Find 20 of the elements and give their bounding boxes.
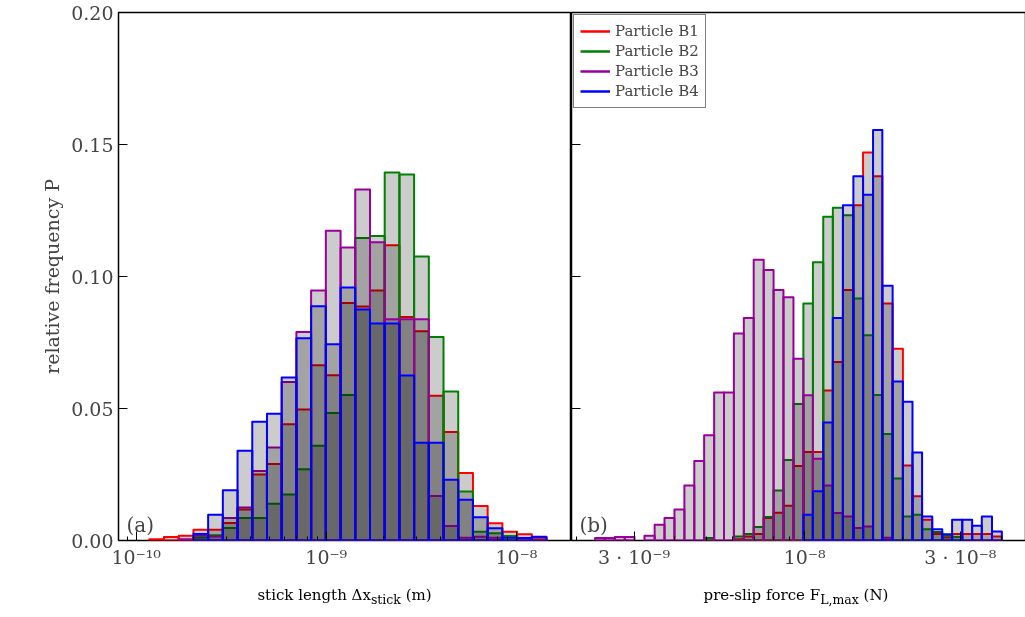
annotation: (b)	[579, 512, 608, 537]
x-axis-title: pre-slip force F$_{L,max}$ (N)	[703, 585, 889, 609]
x-tick-label: 10⁻⁸	[783, 545, 826, 568]
x-tick-label: 10⁻¹⁰	[111, 545, 162, 568]
x-axis-title: stick length Δx$_{stick}$ (m)	[257, 585, 432, 609]
y-tick-label: 0.15	[71, 133, 114, 156]
x-tick-label: 10⁻⁸	[495, 545, 538, 568]
y-tick-label: 0.20	[71, 1, 114, 24]
y-tick-label: 0.05	[71, 397, 114, 420]
x-tick-label: 3 · 10⁻⁸	[924, 545, 997, 568]
x-tick-label: 3 · 10⁻⁹	[598, 545, 671, 568]
y-tick-label: 0.00	[71, 529, 114, 552]
legend-label: Particle B4	[615, 82, 699, 100]
annotation: (a)	[126, 512, 155, 537]
x-tick-label: 10⁻⁹	[305, 545, 348, 568]
legend-label: Particle B3	[615, 62, 699, 80]
y-axis-title: relative frequency P	[41, 178, 64, 374]
legend-label: Particle B1	[615, 22, 699, 40]
y-tick-label: 0.10	[71, 265, 114, 288]
legend-label: Particle B2	[615, 42, 699, 60]
